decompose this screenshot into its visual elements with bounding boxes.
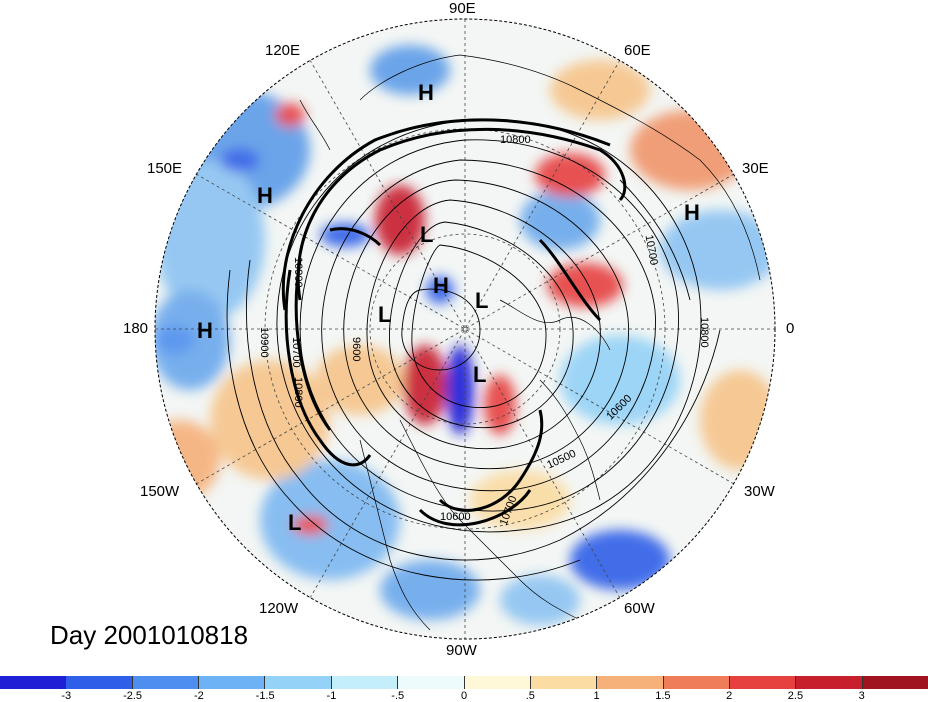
contour-label: 10800 (292, 377, 304, 408)
colorbar-cell (132, 676, 200, 689)
colorbar-tick-label: .5 (525, 690, 535, 702)
contour-label: 10800 (500, 134, 531, 146)
low-pressure-marker: L (475, 288, 489, 313)
colorbar-tick-label: 0 (460, 690, 468, 702)
colorbar-tick-label: 1.5 (655, 690, 671, 702)
colorbar-cell (398, 676, 465, 689)
colorbar-tick-label: 1 (593, 690, 600, 702)
colorbar-cell (796, 676, 863, 689)
low-pressure-marker: L (473, 362, 487, 387)
contour-label: 10600 (440, 511, 471, 523)
colorbar-cell (862, 676, 928, 689)
contour-label: 10900 (258, 327, 270, 358)
colorbar-tick-label: -1 (326, 690, 337, 702)
lon-label-90w: 90W (446, 642, 477, 659)
colorbar-tick-label: 2.5 (787, 690, 804, 702)
high-pressure-marker: H (197, 318, 213, 343)
colorbar-cell (331, 676, 399, 689)
contour-label: 10900 (292, 257, 304, 288)
colorbar-cell (663, 676, 730, 689)
colorbar-tick-label: 2 (726, 690, 733, 702)
colorbar-cell (597, 676, 664, 689)
coastlines (299, 54, 761, 631)
colorbar-tick-label: 3 (858, 690, 865, 702)
contour-label: 10700 (643, 234, 660, 266)
colorbar-tick-label: -2.5 (123, 690, 143, 702)
lon-label-120w: 120W (259, 600, 299, 617)
lon-label-60w: 60W (624, 600, 655, 617)
lon-label-30e: 30E (742, 160, 769, 177)
height-contours (226, 118, 721, 581)
anomaly-field: 10800 10700 10900 10700 9600 10600 10500… (155, 19, 775, 639)
jet-contours (281, 118, 627, 527)
high-pressure-marker: H (684, 200, 700, 225)
lon-label-30w: 30W (744, 483, 775, 500)
low-pressure-marker: L (288, 510, 302, 535)
lon-label-120e: 120E (265, 42, 301, 59)
map-boundary (154, 18, 776, 640)
lon-label-150e: 150E (147, 160, 183, 177)
colorbar-cell (265, 676, 332, 689)
lon-label-60e: 60E (624, 42, 651, 59)
colorbar-cell (199, 676, 266, 689)
colorbar-tick-label: -3 (61, 690, 72, 702)
high-pressure-marker: H (418, 80, 434, 105)
high-pressure-marker: H (257, 183, 273, 208)
low-pressure-marker: L (378, 302, 392, 327)
colorbar-tick-label: -1.5 (255, 690, 275, 702)
colorbar-cell (0, 676, 67, 689)
colorbar (0, 676, 928, 689)
plot-title: Day 2001010818 (50, 620, 249, 650)
contour-label: 9600 (350, 337, 362, 361)
lon-label-0: 0 (786, 320, 795, 337)
colorbar-cell (66, 676, 133, 689)
lon-label-180: 180 (123, 320, 149, 337)
colorbar-cell (729, 676, 797, 689)
colorbar-cell (464, 676, 531, 689)
contour-label: 10700 (290, 337, 302, 368)
colorbar-cell (530, 676, 598, 689)
contour-label: 10800 (698, 317, 710, 348)
lon-label-150w: 150W (140, 483, 180, 500)
colorbar-tick-label: -.5 (391, 690, 405, 702)
high-pressure-marker: H (433, 273, 449, 298)
lon-label-90e: 90E (449, 0, 476, 17)
low-pressure-marker: L (420, 222, 434, 247)
colorbar-tick-label: -2 (193, 690, 204, 702)
